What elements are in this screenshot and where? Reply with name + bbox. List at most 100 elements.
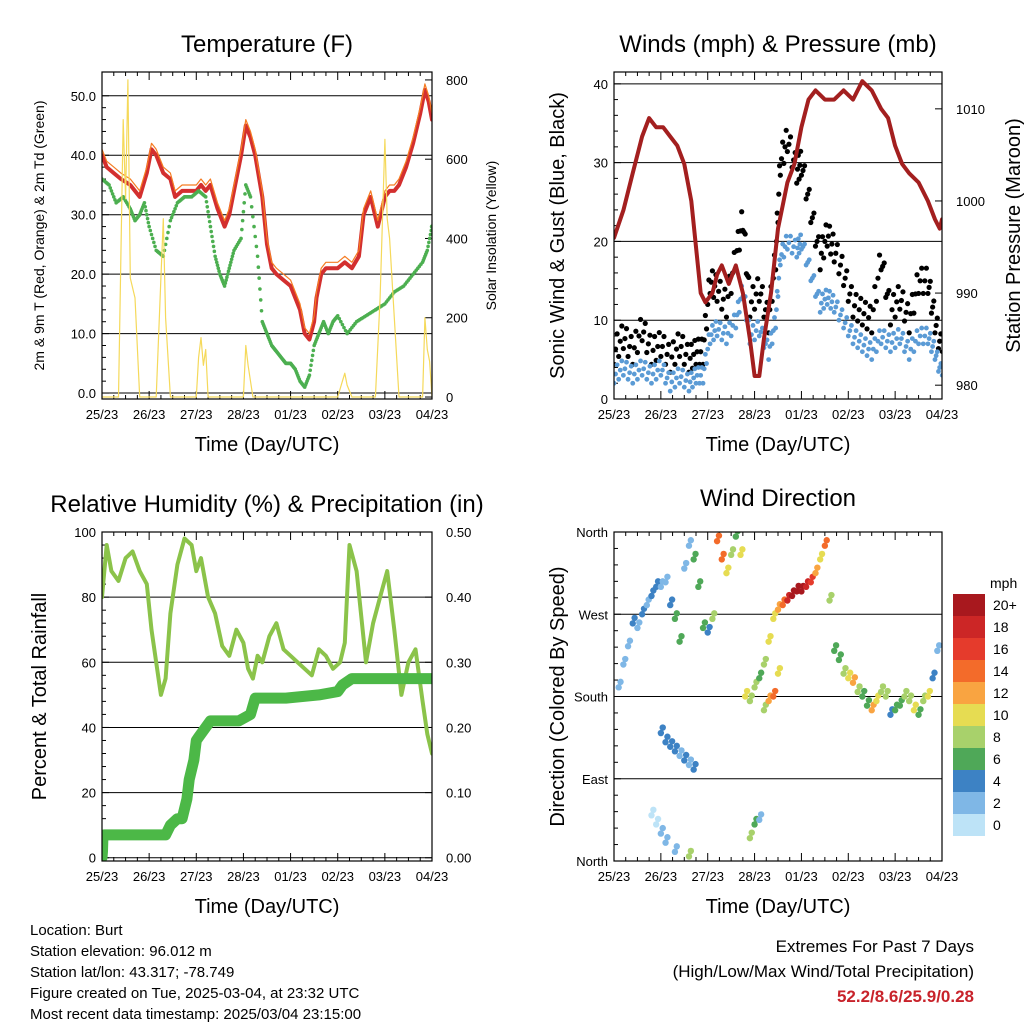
- winds-series-wind-point: [777, 257, 782, 263]
- direction-point: [821, 542, 829, 549]
- humidity-series-relative-humidity-line: [102, 536, 432, 756]
- direction-legend-swatch: [953, 704, 985, 726]
- humidity-frame: [101, 531, 433, 862]
- winds-series-wind-point: [936, 369, 941, 374]
- winds-series-gust-point: [787, 134, 794, 140]
- temperature-series-2m-td-point: [229, 257, 234, 262]
- winds-series-wind-point: [827, 288, 832, 294]
- temperature-series-2m-td-point: [213, 254, 217, 259]
- winds-series-gust-point: [930, 304, 936, 310]
- winds-series-gust-point: [834, 241, 840, 248]
- direction-point: [879, 683, 887, 690]
- winds-series-wind-point: [708, 332, 714, 338]
- winds-series-wind-point: [710, 323, 715, 328]
- winds-series-gust-point: [932, 330, 938, 336]
- winds-series-gust-point: [642, 320, 648, 326]
- winds-series-wind-point: [756, 333, 762, 339]
- temperature-xtick-label: 02/23: [321, 407, 354, 422]
- direction-point: [692, 550, 699, 558]
- winds-series-wind-point: [774, 288, 780, 294]
- winds-series-gust-point: [751, 306, 758, 312]
- direction-point: [788, 592, 796, 600]
- direction-point: [739, 546, 746, 553]
- direction-point: [901, 693, 908, 700]
- direction-legend-swatch: [953, 594, 985, 616]
- winds-series-gust-point: [634, 349, 641, 356]
- winds-series-wind-point: [861, 342, 867, 348]
- winds-series-wind-point: [664, 375, 670, 381]
- winds-series-gust-point: [666, 341, 672, 347]
- winds-series-gust-point: [742, 231, 748, 237]
- direction-ytick-label: East: [582, 772, 608, 787]
- winds-series-wind-point: [903, 344, 909, 349]
- winds-series-wind-point: [638, 358, 643, 364]
- winds-series-wind-point: [666, 370, 672, 376]
- winds-series-wind-point: [635, 376, 640, 382]
- winds-series-gust-point: [645, 341, 651, 347]
- temperature-series-2m-td-point: [216, 266, 221, 271]
- winds-series-gust-point: [922, 278, 928, 284]
- winds-series-wind-point: [675, 366, 681, 372]
- winds-series-wind-point: [783, 233, 789, 239]
- temperature-title: Temperature (F): [181, 31, 353, 58]
- winds-series-wind-point: [852, 334, 857, 340]
- extremes-title: Extremes For Past 7 Days: [775, 937, 974, 956]
- direction-point: [652, 821, 660, 828]
- direction-point: [814, 564, 821, 571]
- winds-series-gust-point: [673, 346, 680, 352]
- winds-series-gust-point: [714, 298, 720, 304]
- temperature-series-2m-td-point: [107, 183, 111, 187]
- temperature-series-2m-td-point: [147, 224, 151, 229]
- winds-series-wind-point: [690, 384, 695, 390]
- winds-series-wind-point: [791, 244, 797, 250]
- direction-point: [929, 675, 936, 682]
- winds-series-gust-point: [829, 241, 835, 247]
- direction-point: [673, 610, 680, 617]
- winds-series-gust-point: [703, 326, 710, 332]
- winds-series-gust-point: [683, 351, 689, 357]
- temperature-xtick-label: 03/23: [369, 407, 402, 422]
- temperature-series-2m-td-point: [108, 186, 113, 190]
- winds-series-gust-point: [801, 163, 808, 169]
- winds-series-wind-point: [824, 302, 830, 307]
- temperature-series-2m-td-point: [169, 215, 174, 220]
- direction-point: [868, 707, 875, 714]
- winds-y2tick-label: 1000: [956, 194, 985, 209]
- winds-series-gust-point: [812, 243, 819, 249]
- winds-series-gust-point: [845, 298, 851, 304]
- temperature-series-2m-td-point: [144, 212, 149, 217]
- winds-series-wind-point: [898, 336, 904, 341]
- winds-series-gust-point: [824, 243, 830, 249]
- winds-series-wind-point: [938, 361, 942, 366]
- direction-legend-label: 0: [993, 817, 1001, 833]
- recent-timestamp: Most recent data timestamp: 2025/03/04 2…: [30, 1006, 362, 1023]
- winds-series-wind-point: [658, 372, 664, 378]
- winds-series-wind-point: [652, 362, 658, 368]
- winds-series-wind-point: [775, 294, 781, 299]
- winds-series-gust-point: [889, 307, 895, 313]
- winds-series-wind-point: [920, 341, 926, 347]
- direction-point: [757, 669, 765, 676]
- winds-series-wind-point: [811, 273, 817, 278]
- winds-series-gust-point: [911, 310, 917, 316]
- winds-ylabel: Sonic Wind & Gust (Blue, Black): [547, 92, 569, 379]
- direction-point: [720, 550, 727, 558]
- winds-series-wind-point: [686, 388, 692, 394]
- temperature-series-2m-td-point: [210, 239, 215, 244]
- direction-point: [765, 697, 772, 705]
- direction-point: [877, 688, 885, 696]
- winds-series-wind-point: [850, 341, 856, 347]
- winds-series-gust-point: [617, 338, 623, 344]
- winds-series-gust-point: [755, 276, 761, 282]
- winds-series-wind-point: [693, 380, 699, 386]
- winds-series-gust-point: [698, 349, 704, 355]
- temperature-series-9m-t-line: [102, 83, 432, 335]
- winds-series-gust-point: [803, 196, 809, 202]
- temperature-y2tick-label: 800: [446, 73, 468, 88]
- direction-point: [765, 638, 772, 645]
- direction-point: [718, 556, 725, 563]
- humidity-y2tick-label: 0.00: [446, 851, 471, 866]
- direction-point: [840, 670, 847, 677]
- temperature-series-2m-td-point: [111, 195, 116, 199]
- winds-series-gust-point: [937, 338, 942, 344]
